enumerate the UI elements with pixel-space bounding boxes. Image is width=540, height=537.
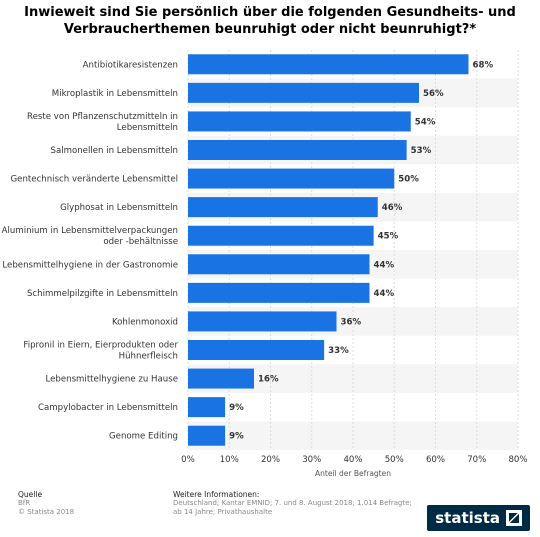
category-label-line: oder -behältnisse	[103, 237, 178, 247]
category-label: Glyphosat in Lebensmitteln	[60, 203, 178, 213]
value-label: 16%	[258, 375, 279, 385]
source-heading: Quelle	[18, 490, 43, 499]
category-label-line: Mikroplastik in Lebensmitteln	[52, 89, 178, 99]
bar-chart: 68% Antibiotikaresistenzen 56% Mikroplastik…	[2, 50, 528, 478]
category-label-line: Glyphosat in Lebensmitteln	[60, 203, 178, 213]
category-label: Reste von Pflanzenschutzmitteln in Lebens…	[27, 112, 178, 133]
category-label-line: Lebensmittelhygiene zu Hause	[45, 375, 178, 385]
category-label: Genome Editing	[109, 432, 178, 442]
value-label: 50%	[398, 175, 419, 185]
category-label-line: Antibiotikaresistenzen	[83, 60, 178, 70]
category-label: Schimmelpilzgifte in Lebensmitteln	[27, 289, 178, 299]
value-label: 56%	[423, 89, 444, 99]
value-label: 9%	[229, 403, 244, 413]
category-label-line: Salmonellen in Lebensmitteln	[51, 146, 179, 156]
copyright-line: © Statista 2018	[18, 508, 75, 516]
category-label-line: Kohlenmonoxid	[112, 317, 178, 327]
bar	[188, 397, 226, 418]
category-label-line: Reste von Pflanzenschutzmitteln in	[27, 112, 178, 122]
value-label: 68%	[473, 60, 494, 70]
bar	[188, 197, 378, 218]
brand-name: statista	[435, 509, 500, 527]
tick-label: 80%	[508, 455, 527, 465]
tick-label: 30%	[302, 455, 321, 465]
bar	[188, 311, 337, 332]
bar	[188, 54, 469, 75]
category-label: Lebensmittelhygiene zu Hause	[45, 375, 178, 385]
tick-label: 60%	[426, 455, 445, 465]
category-label-line: Campylobacter in Lebensmitteln	[38, 403, 178, 413]
value-label: 44%	[374, 289, 395, 299]
category-label-line: Hühnerfleisch	[119, 352, 178, 362]
category-label-line: Lebensmitteln	[117, 123, 178, 133]
bar	[188, 82, 419, 103]
x-axis-title: Anteil der Befragten	[315, 469, 391, 478]
statista-logo[interactable]: statista	[427, 505, 530, 531]
bar	[188, 140, 407, 160]
category-label: Gentechnisch veränderte Lebensmittel	[11, 175, 178, 185]
bar	[188, 111, 411, 132]
bar	[188, 225, 374, 246]
chart-title: Inwieweit sind Sie persönlich über die f…	[24, 5, 516, 37]
bar	[188, 168, 395, 189]
category-label: Aluminium in Lebensmittelverpackungen ode…	[2, 226, 178, 247]
value-label: 44%	[374, 260, 395, 270]
value-label: 46%	[382, 203, 403, 213]
category-label: Mikroplastik in Lebensmitteln	[52, 89, 178, 99]
source-line: BfR	[18, 499, 31, 507]
bar	[188, 254, 370, 275]
category-label: Fipronil in Eiern, Eierprodukten oder Hüh…	[23, 341, 178, 362]
source-block: Quelle BfR © Statista 2018	[18, 490, 74, 517]
category-label: Antibiotikaresistenzen	[83, 60, 178, 70]
category-label-line: Genome Editing	[109, 432, 178, 442]
tick-label: 70%	[467, 455, 486, 465]
category-label-line: Fipronil in Eiern, Eierprodukten oder	[23, 341, 178, 351]
tick-label: 20%	[261, 455, 280, 465]
bar	[188, 368, 254, 389]
category-label: Campylobacter in Lebensmitteln	[38, 403, 178, 413]
tick-label: 0%	[181, 455, 195, 465]
value-label: 36%	[341, 317, 362, 327]
info-line: ab 14 Jahre; Privathaushalte	[173, 508, 273, 516]
statista-icon	[506, 510, 522, 526]
category-label: Lebensmittelhygiene in der Gastronomie	[2, 260, 178, 270]
value-label: 45%	[378, 232, 399, 242]
tick-label: 50%	[385, 455, 404, 465]
category-label-line: Gentechnisch veränderte Lebensmittel	[11, 175, 178, 185]
category-label: Kohlenmonoxid	[112, 317, 178, 327]
value-label: 9%	[229, 432, 244, 442]
bar	[188, 340, 325, 360]
category-label: Salmonellen in Lebensmitteln	[51, 146, 179, 156]
info-heading: Weitere Informationen:	[173, 490, 260, 499]
tick-label: 10%	[220, 455, 239, 465]
category-label-line: Aluminium in Lebensmittelverpackungen	[2, 226, 178, 236]
value-label: 54%	[415, 117, 436, 127]
bar	[188, 282, 370, 303]
info-line: Deutschland; Kantar EMNID; 7. und 8. Aug…	[173, 499, 412, 507]
value-label: 33%	[328, 346, 349, 356]
bar	[188, 425, 226, 446]
category-label-line: Lebensmittelhygiene in der Gastronomie	[2, 260, 178, 270]
value-label: 53%	[411, 146, 432, 156]
tick-label: 40%	[343, 455, 362, 465]
info-block: Weitere Informationen: Deutschland; Kant…	[173, 490, 412, 517]
category-label-line: Schimmelpilzgifte in Lebensmitteln	[27, 289, 178, 299]
